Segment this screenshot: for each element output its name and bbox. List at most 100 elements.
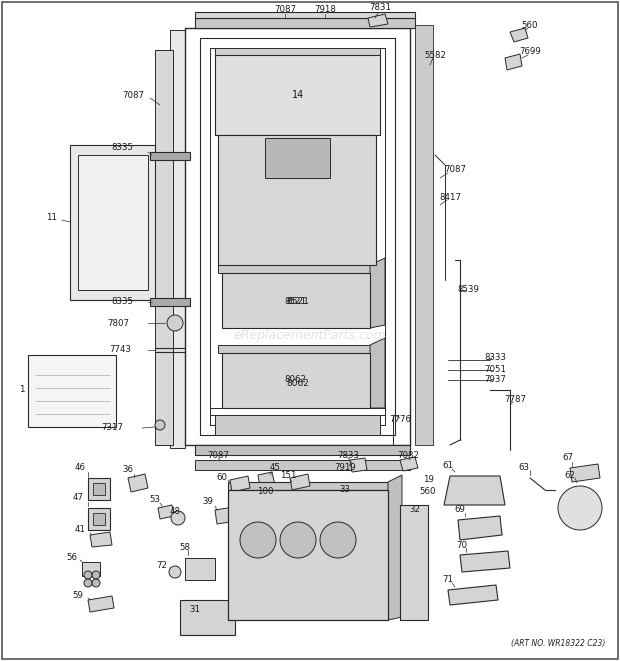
Bar: [88, 508, 110, 530]
Text: 36: 36: [123, 465, 133, 475]
Bar: [400, 505, 428, 620]
Bar: [195, 460, 410, 470]
Text: 69: 69: [454, 506, 466, 514]
Text: 560: 560: [522, 20, 538, 30]
Polygon shape: [370, 258, 385, 328]
Text: 8417: 8417: [439, 194, 461, 202]
Polygon shape: [388, 475, 402, 620]
Text: 32: 32: [409, 506, 420, 514]
Bar: [415, 25, 433, 445]
Bar: [93, 483, 105, 495]
Bar: [235, 495, 380, 525]
Text: 8335: 8335: [111, 297, 133, 307]
Circle shape: [167, 315, 183, 331]
Polygon shape: [368, 14, 388, 27]
Text: 7699: 7699: [519, 48, 541, 56]
Text: 41: 41: [74, 525, 86, 535]
Text: 19: 19: [423, 475, 433, 485]
Text: 8062: 8062: [284, 375, 306, 385]
Bar: [185, 558, 215, 580]
Text: 7743: 7743: [109, 346, 131, 354]
Polygon shape: [230, 476, 250, 492]
Circle shape: [171, 511, 185, 525]
Bar: [88, 478, 110, 500]
Polygon shape: [195, 445, 410, 455]
Polygon shape: [265, 132, 330, 138]
Polygon shape: [448, 585, 498, 605]
Text: 7807: 7807: [107, 319, 129, 327]
Polygon shape: [370, 338, 385, 408]
Bar: [218, 135, 376, 265]
Polygon shape: [195, 12, 415, 18]
Text: 63: 63: [518, 463, 529, 473]
Polygon shape: [258, 472, 275, 488]
Text: 8333: 8333: [484, 354, 506, 362]
Text: 60: 60: [216, 473, 228, 483]
Text: 5582: 5582: [424, 50, 446, 59]
Bar: [265, 138, 330, 178]
Text: 560: 560: [420, 488, 436, 496]
Text: 7776: 7776: [389, 416, 411, 424]
Circle shape: [240, 522, 276, 558]
Polygon shape: [505, 54, 522, 70]
Text: 8521: 8521: [286, 297, 309, 307]
Bar: [340, 495, 380, 520]
Polygon shape: [90, 532, 112, 547]
Text: 46: 46: [74, 463, 86, 473]
Polygon shape: [215, 48, 380, 55]
Bar: [28, 355, 116, 427]
Text: 11: 11: [46, 214, 58, 223]
Circle shape: [155, 420, 165, 430]
Polygon shape: [128, 474, 148, 492]
Text: (ART NO. WR18322 C23): (ART NO. WR18322 C23): [511, 639, 605, 648]
Bar: [215, 415, 380, 435]
Text: 7937: 7937: [484, 375, 506, 385]
Text: 100: 100: [257, 488, 273, 496]
Text: 151: 151: [280, 471, 296, 481]
Polygon shape: [350, 458, 367, 472]
Text: 56: 56: [66, 553, 78, 563]
Bar: [218, 265, 376, 273]
Polygon shape: [158, 505, 174, 519]
Text: 7317: 7317: [101, 424, 123, 432]
Text: 45: 45: [270, 463, 280, 473]
Circle shape: [320, 522, 356, 558]
Bar: [93, 513, 105, 525]
Text: 71: 71: [443, 576, 453, 584]
Polygon shape: [510, 28, 528, 42]
Text: 8521: 8521: [284, 297, 306, 307]
Text: 7087: 7087: [444, 165, 466, 175]
Text: 59: 59: [73, 590, 84, 600]
Text: 53: 53: [149, 496, 161, 504]
Circle shape: [280, 522, 316, 558]
Polygon shape: [400, 457, 418, 471]
Bar: [155, 50, 173, 445]
Circle shape: [92, 579, 100, 587]
Text: 8539: 8539: [457, 286, 479, 295]
Text: 7087: 7087: [274, 5, 296, 15]
Text: 7787: 7787: [504, 395, 526, 405]
Text: 61: 61: [443, 461, 453, 471]
Text: 7051: 7051: [484, 366, 506, 375]
Text: 47: 47: [73, 494, 84, 502]
Polygon shape: [570, 464, 600, 482]
Polygon shape: [290, 474, 310, 490]
Text: 67: 67: [562, 453, 574, 463]
Text: 33: 33: [340, 485, 350, 494]
Text: 7831: 7831: [369, 3, 391, 13]
Polygon shape: [215, 506, 242, 524]
Text: 14: 14: [292, 90, 304, 100]
Polygon shape: [458, 516, 502, 540]
Polygon shape: [444, 476, 505, 505]
Bar: [70, 145, 155, 300]
Text: 7082: 7082: [397, 451, 419, 461]
Bar: [150, 152, 190, 160]
Bar: [225, 276, 367, 284]
Bar: [82, 562, 100, 576]
Circle shape: [169, 566, 181, 578]
Text: 7087: 7087: [207, 451, 229, 461]
Text: eReplacementParts.com: eReplacementParts.com: [234, 329, 386, 342]
Text: 70: 70: [456, 541, 467, 549]
Bar: [150, 298, 190, 306]
Bar: [215, 55, 380, 135]
